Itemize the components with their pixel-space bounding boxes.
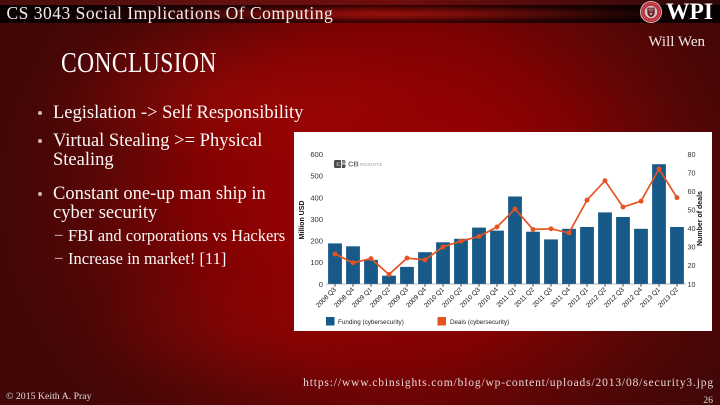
svg-text:60: 60 <box>688 187 696 196</box>
svg-text:20: 20 <box>688 261 696 270</box>
svg-text:70: 70 <box>688 169 696 178</box>
svg-text:100: 100 <box>310 258 323 267</box>
svg-text:600: 600 <box>310 150 323 159</box>
svg-text:500: 500 <box>310 172 323 181</box>
svg-text:INSIGHTS: INSIGHTS <box>360 162 383 168</box>
svg-text:50: 50 <box>688 206 696 215</box>
svg-text:400: 400 <box>310 193 323 202</box>
svg-text:CB: CB <box>348 160 359 169</box>
svg-text:200: 200 <box>310 237 323 246</box>
svg-text:30: 30 <box>688 243 696 252</box>
svg-text:Million USD: Million USD <box>299 201 306 240</box>
svg-text:80: 80 <box>688 150 696 159</box>
svg-text:40: 40 <box>688 224 696 233</box>
svg-text:0: 0 <box>319 280 323 289</box>
svg-text:Funding (cybersecurity): Funding (cybersecurity) <box>338 319 404 326</box>
svg-text:300: 300 <box>310 215 323 224</box>
svg-text:Number of deals: Number of deals <box>697 191 704 246</box>
svg-text:10: 10 <box>688 280 696 289</box>
svg-text:Deals (cybersecurity): Deals (cybersecurity) <box>450 319 509 326</box>
